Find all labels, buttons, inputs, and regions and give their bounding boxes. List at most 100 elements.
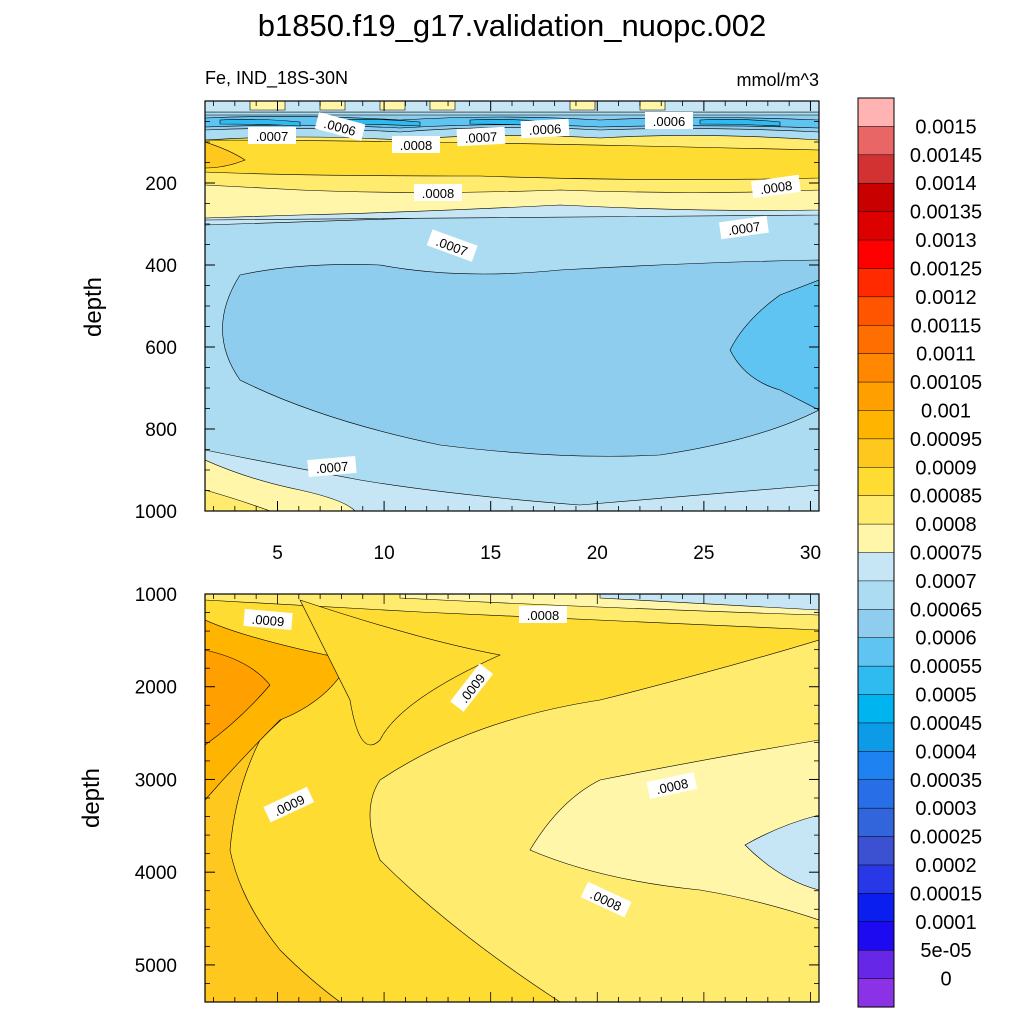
colorbar-swatch [857, 779, 895, 809]
upper-contour-label: .0008 [392, 136, 440, 153]
colorbar-swatch [857, 381, 895, 412]
colorbar-label: 0.00045 [910, 713, 982, 735]
upper-contour-label-bg [414, 184, 462, 201]
colorbar-label: 0.0007 [915, 571, 976, 593]
colorbar-label: 0.0003 [915, 798, 976, 820]
lower-contour-label: .0008 [519, 606, 567, 623]
upper-fill-surface-0005 [219, 119, 781, 127]
upper-contour-label-bg [392, 136, 440, 153]
colorbar-swatch [857, 97, 895, 127]
upper-contour-label-text: .0008 [422, 186, 455, 201]
lower-contour-label-text: .0008 [527, 608, 560, 623]
colorbar-swatch [857, 864, 895, 894]
colorbar-label: 0.0005 [915, 685, 976, 707]
upper-xtick-label: 5 [272, 543, 283, 564]
colorbar-label: 0.00115 [911, 315, 982, 337]
upper-fill-00055 [729, 279, 819, 411]
lower-contour-label-text: .0009 [251, 612, 285, 630]
upper-fill-surface-yellow-cells [249, 101, 666, 111]
lower-fill-0007-topband [599, 594, 819, 611]
colorbar-swatch [857, 949, 895, 980]
upper-xtick-label: 20 [587, 543, 608, 564]
colorbar-swatch [857, 211, 895, 241]
lower-contour-label: .0009 [243, 608, 293, 631]
lower-fill-0007 [744, 814, 819, 891]
colorbar-swatch [857, 694, 895, 724]
lower-fill-001 [205, 649, 271, 746]
colorbar-swatch [857, 836, 895, 866]
upper-xtick-label: 25 [693, 543, 714, 564]
upper-fill-surface-top [205, 101, 819, 113]
upper-contour-label-bg [750, 174, 801, 199]
colorbar-label: 0.00105 [910, 372, 982, 394]
colorbar-frame [857, 97, 895, 1008]
lower-contour-label-text: .0008 [655, 776, 690, 797]
colorbar-label: 0.0012 [915, 287, 976, 309]
upper-contour-label: .0007 [307, 455, 357, 478]
colorbar: 0.0015 0.00145 0.0014 0.00135 0.0013 0.00125 0… [857, 97, 982, 1008]
upper-contour-label-bg [520, 118, 570, 139]
upper-panel [205, 101, 819, 511]
upper-fill-00075-bottom [205, 459, 356, 511]
colorbar-label: 0.0013 [915, 230, 976, 252]
colorbar-label: 0.001 [921, 400, 971, 422]
colorbar-swatch [857, 126, 895, 156]
upper-contour-label-bg [718, 215, 769, 240]
colorbar-label: 0.0004 [915, 741, 976, 763]
colorbar-label: 0.00025 [910, 827, 982, 849]
colorbar-label: 0.0002 [915, 855, 976, 877]
colorbar-label: 0.0001 [915, 912, 976, 934]
upper-contour-label-bg [314, 112, 366, 141]
upper-xtick-label: 15 [480, 543, 501, 564]
upper-contour-label-text: .0006 [528, 121, 561, 138]
colorbar-swatch [857, 154, 895, 184]
colorbar-swatch [857, 609, 895, 639]
colorbar-label: 0.0008 [915, 514, 976, 536]
colorbar-swatch [857, 637, 895, 667]
lower-contour-label-bg [450, 663, 494, 712]
colorbar-swatch [857, 410, 895, 440]
lower-fill-0009-rightlobe [299, 599, 501, 746]
upper-contour-label: .0006 [520, 118, 570, 139]
upper-fill-0006 [222, 259, 819, 457]
colorbar-label: 0.0006 [915, 628, 976, 650]
colorbar-label: 0.0009 [915, 457, 976, 479]
colorbar-label: 0.00085 [910, 486, 982, 508]
upper-contour-label-bg [248, 127, 296, 144]
upper-contour-label-text: .0007 [256, 129, 289, 144]
lower-contour-label-bg [243, 608, 293, 631]
colorbar-label: 0.00145 [910, 145, 982, 167]
units-label: mmol/m^3 [737, 70, 819, 90]
upper-contour-label: .0006 [645, 112, 693, 129]
upper-contour-label-text: .0007 [464, 129, 497, 146]
upper-ytick-label: 800 [145, 420, 177, 441]
upper-contour-label: .0007 [456, 126, 506, 147]
upper-contour-label: .0008 [750, 174, 801, 199]
upper-ytick-label: 1000 [135, 502, 177, 523]
lower-ytick-label: 2000 [135, 678, 177, 699]
colorbar-swatch [857, 978, 895, 1008]
lower-ytick-label: 3000 [135, 770, 177, 791]
colorbar-swatch [857, 467, 895, 497]
colorbar-swatch [857, 552, 895, 582]
colorbar-swatch [857, 438, 895, 468]
lower-contour-label-bg [646, 772, 698, 799]
colorbar-label: 0.00035 [910, 770, 982, 792]
upper-contour-label-bg [456, 126, 506, 147]
upper-contour-label-bg [307, 455, 357, 478]
colorbar-label: 0.00075 [910, 543, 982, 565]
colorbar-label: 0.0011 [916, 344, 976, 366]
lower-contour-label: .0008 [646, 772, 698, 799]
figure-title: b1850.f19_g17.validation_nuopc.002 [258, 8, 767, 43]
colorbar-swatch [857, 353, 895, 383]
upper-contour-label-bg [645, 112, 693, 129]
colorbar-swatch [857, 523, 895, 554]
colorbar-swatch [857, 665, 895, 696]
colorbar-swatch [857, 239, 895, 269]
colorbar-swatch [857, 751, 895, 781]
lower-ytick-label: 5000 [135, 956, 177, 977]
colorbar-swatch [857, 268, 895, 298]
colorbar-label: 0.00095 [910, 429, 982, 451]
upper-y-axis-label: depth [80, 277, 107, 337]
colorbar-swatch [857, 495, 895, 525]
